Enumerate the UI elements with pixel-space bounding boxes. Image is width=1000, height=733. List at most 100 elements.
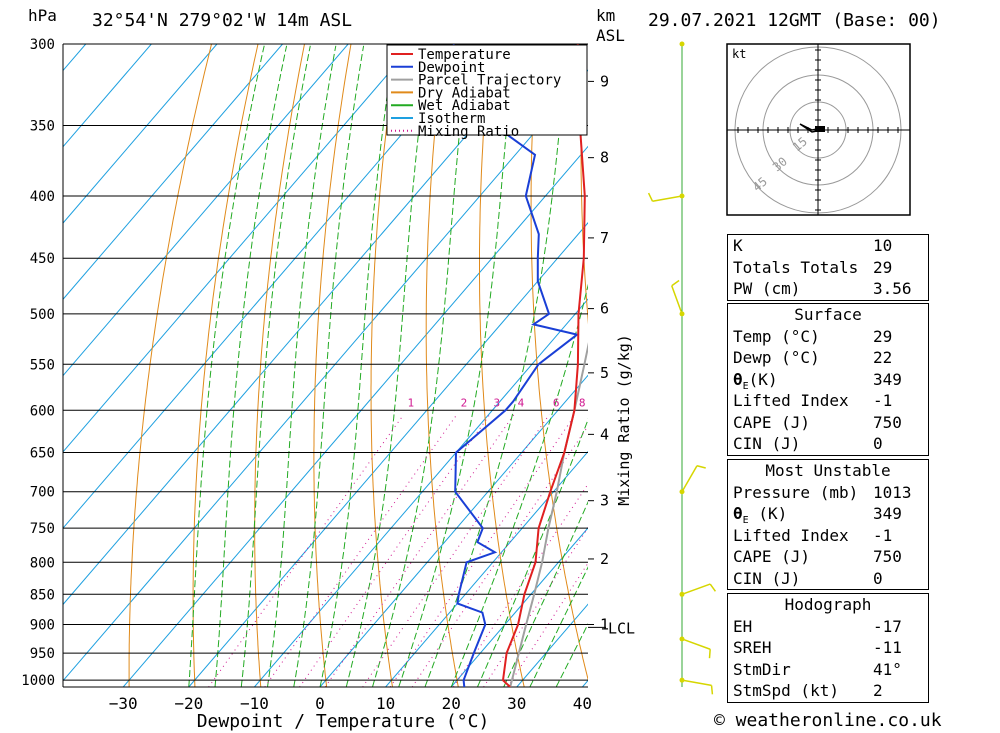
legend-label: Dry Adiabat [418,85,511,101]
legend-label: Dewpoint [418,60,485,76]
km-tick-label: 8 [600,149,609,167]
wind-barb-flag [709,583,717,592]
pressure-tick-label: 650 [30,446,55,462]
km-tick-label: 6 [600,300,609,318]
legend-label: Parcel Trajectory [418,73,561,89]
km-unit-label: km [596,6,616,25]
surface-theta-value: 349 [873,369,902,389]
wet-adiabat-line [214,45,288,687]
mu-cape-label: CAPE (J) [733,547,811,566]
plot-frame [62,43,588,688]
dry-adiabat-line [128,44,212,687]
pressure-tick-label: 550 [30,357,55,373]
km-tick-label: 1 [600,616,609,634]
hodograph-storm-marker [815,126,825,132]
dry-adiabat-line [955,44,1000,687]
legend-box [386,44,588,136]
legend-label: Mixing Ratio [418,124,519,140]
surface-cin-value: 0 [873,434,883,453]
legend-label: Temperature [418,47,511,63]
isotherm-line [63,44,283,301]
km-tick-label: 4 [600,425,609,443]
index-row-totals: Totals Totals 29 [733,257,893,277]
wet-adiabat-line [188,45,265,687]
pressure-tick-label: 350 [30,118,55,134]
isotherm-line [63,44,480,529]
wet-adiabat-line [529,566,588,687]
temp-tick-label: −30 [109,694,138,713]
temp-tick-label: 40 [573,694,592,713]
isotherm-line [63,44,546,606]
sreh-value: -11 [873,638,902,657]
mixing-ratio-label: 20 [663,396,676,409]
mu-pressure-label: Pressure (mb) [733,482,859,502]
km-tick-label: 5 [600,364,609,382]
wet-adiabat-line [293,45,365,687]
wet-adiabat-line [476,418,588,687]
mixing-ratio-line [264,414,458,687]
profiles: 1 2 3 4 6 8 10 15 20 25 [407,44,699,687]
mixing-ratio-label: 4 [518,396,525,409]
mu-li-value: -1 [873,525,893,545]
dry-adiabat-line [530,44,588,682]
surface-dewp-label: Dewp (°C) [733,348,820,367]
wind-barb-shaft [652,195,683,202]
isotherm-line [63,44,349,377]
mu-pressure-value: 1013 [873,482,912,502]
pressure-tick-label: 1000 [21,673,55,689]
mixing-ratio-line [507,562,588,687]
pressure-tick-label: 750 [30,521,55,537]
mu-theta-label: θE (K) [733,504,788,527]
legend-label: Isotherm [418,111,485,127]
surface-cape-label: CAPE (J) [733,412,811,432]
pressure-tick-label: 450 [30,251,55,267]
wind-profile [647,41,717,695]
axes: 3003504004505005506006507007508008509009… [21,37,635,732]
mu-cin-value: 0 [873,568,883,588]
isotherm-line [188,222,588,687]
sreh-label: SREH [733,638,772,657]
surface-temp-value: 29 [873,326,893,346]
mixing-ratio-label: 1 [407,396,414,409]
stmspd-value: 2 [873,681,883,700]
credit-link[interactable]: © weatheronline.co.uk [714,710,942,731]
x-axis-label: Dewpoint / Temperature (°C) [197,711,490,732]
legend-label: Wet Adiabat [418,98,511,114]
surface-cin-label: CIN (J) [733,434,801,453]
wind-barb-shaft [681,465,698,493]
wind-barb-flag [647,192,654,202]
dry-adiabat-line [629,44,721,687]
pressure-unit-label: hPa [28,6,57,25]
surface-title: Surface [794,305,862,324]
mixing-ratio-line [208,414,405,687]
surface-li-label: Lifted Index [733,391,849,410]
pressure-tick-label: 300 [30,37,55,53]
surface-cape-value: 750 [873,412,902,432]
surface-dewp-value: 22 [873,348,893,367]
hodograph-unit-label: kt [732,47,746,61]
isotherm-line [319,374,588,687]
mixing-ratio-label: 25 [686,396,699,409]
surface-li-value: -1 [873,391,893,410]
mixing-ratio-axis-label: Mixing Ratio (g/kg) [615,334,633,506]
temp-tick-label: 10 [376,694,395,713]
wet-adiabat-line [267,45,337,687]
series-temperature-line [501,44,586,687]
temp-tick-label: 20 [442,694,461,713]
wet-adiabat-line [372,45,470,687]
surface-temp-label: Temp (°C) [733,326,820,346]
background-lines [63,44,1000,687]
isotherm-line [63,44,218,224]
km-tick-label: 3 [600,492,609,510]
dry-adiabat-line [425,44,459,687]
wet-adiabat-line [503,500,588,687]
mixing-ratio-label: 15 [635,396,648,409]
hodograph-table: Hodograph EH -17 SREH -11 StmDir 41° StmSpd… [727,593,929,703]
mixing-ratio-line [389,414,576,687]
wind-barb-shaft [681,638,711,650]
dry-adiabat-line [254,44,305,687]
temp-tick-label: −10 [240,694,269,713]
mu-cin-label: CIN (J) [733,568,801,588]
